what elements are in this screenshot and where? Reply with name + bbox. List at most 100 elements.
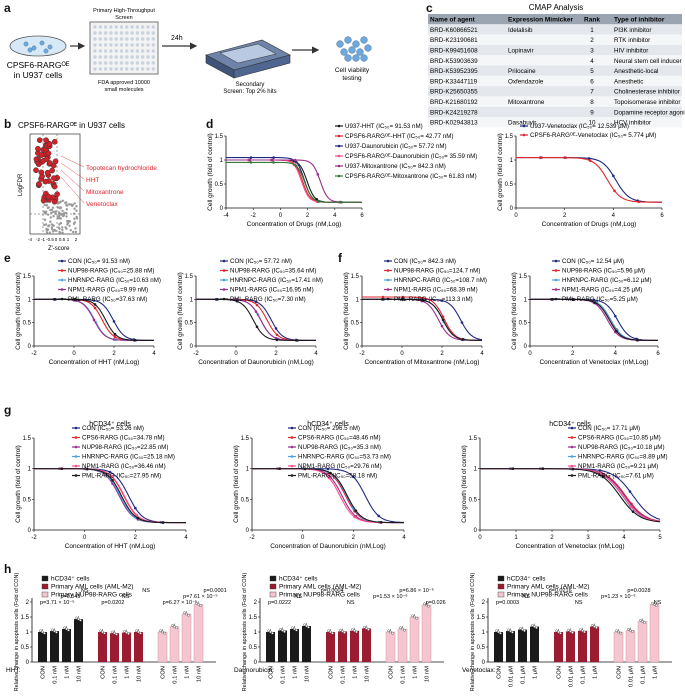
legend-label: hCD34⁺ cells bbox=[51, 576, 90, 583]
cmap-row bbox=[428, 96, 682, 107]
bar-replicate-point bbox=[139, 631, 142, 635]
plate-well bbox=[125, 55, 129, 59]
cmap-cell: 6 bbox=[590, 78, 594, 85]
y-tick-label: 1.5 bbox=[469, 436, 478, 442]
y-tick-label: 0.5 bbox=[249, 645, 258, 651]
bar-replicate-point bbox=[271, 631, 274, 635]
plate-well bbox=[109, 67, 113, 71]
bar bbox=[266, 632, 275, 662]
legend-label: Primary AML cells (AML-M2) bbox=[507, 584, 589, 591]
legend-marker bbox=[554, 297, 558, 301]
panel-label-f: f bbox=[338, 251, 343, 265]
series-point bbox=[60, 467, 64, 470]
drug-label: Daunorubicin: bbox=[234, 667, 274, 674]
cmap-title: CMAP Analysis bbox=[529, 3, 584, 12]
legend-label: CPSF6-RARGᴼᴱ-Venetoclax (IC₅₀= 5.774 μM) bbox=[530, 132, 656, 139]
bar-replicate-point bbox=[103, 631, 106, 635]
y-tick-label: 0.5 bbox=[477, 645, 486, 651]
volcano-xlabel: Z'-score bbox=[48, 246, 70, 252]
legend-marker bbox=[60, 288, 64, 291]
y-tick-label: 1.5 bbox=[21, 615, 30, 621]
legend-marker bbox=[570, 474, 574, 477]
legend-marker bbox=[386, 278, 390, 282]
series-point bbox=[541, 467, 545, 470]
y-axis-label: Cell growth (fold of control) bbox=[461, 445, 468, 523]
plate-well bbox=[98, 31, 103, 35]
significance-label: NS bbox=[347, 600, 355, 606]
x-tick-label: 2 bbox=[440, 351, 444, 357]
bar-replicate-point bbox=[353, 629, 356, 633]
x-tick-label: 1 nM bbox=[353, 666, 359, 679]
x-tick-label: 0.01 μM bbox=[509, 666, 515, 687]
legend-label: CPS6-RARG (IC₅₀=48.46 nM) bbox=[298, 435, 381, 442]
drug-label: HHT: bbox=[6, 667, 21, 674]
legend-swatch bbox=[497, 575, 505, 582]
plate-well bbox=[135, 61, 140, 65]
y-tick-label: 1 bbox=[246, 467, 250, 473]
legend-label: NPM1-RARG (IC₅₀=29.76 nM) bbox=[298, 463, 382, 470]
plate-well bbox=[93, 61, 97, 65]
bar bbox=[278, 630, 287, 662]
legend-marker bbox=[522, 133, 526, 137]
significance-label: p=6.27 × 10⁻⁶ bbox=[163, 599, 198, 606]
x-tick-label: 10 nM bbox=[77, 666, 83, 682]
series-point bbox=[254, 310, 258, 313]
viability-label: Cell viability testing bbox=[335, 67, 370, 82]
cmap-header-cell: Type of inhibitor bbox=[614, 17, 665, 24]
cmap-header-row bbox=[428, 14, 682, 25]
bar bbox=[157, 631, 168, 663]
series-point bbox=[636, 338, 640, 342]
primary-screen-label: Primary High-Throughput Screen bbox=[93, 8, 155, 21]
series-point bbox=[294, 160, 298, 164]
volcano-hit-point bbox=[35, 145, 41, 152]
y-tick-label: 1.5 bbox=[477, 615, 486, 621]
legend-label: PML-RARG (IC₅₀=5.25 μM) bbox=[562, 296, 638, 303]
x-tick-label: 4 bbox=[480, 351, 484, 357]
series-point bbox=[461, 338, 465, 341]
significance-label: NS bbox=[142, 588, 150, 594]
legend-marker bbox=[337, 174, 341, 178]
series-point bbox=[303, 467, 307, 471]
series-point bbox=[614, 314, 617, 318]
bar-replicate-point bbox=[115, 633, 118, 636]
plate-well bbox=[151, 31, 155, 35]
legend-marker bbox=[74, 426, 78, 430]
legend-label: U937-Venetoclax (IC₅₀= 12.539 μM) bbox=[530, 123, 629, 130]
significance-label: p=0.0004 bbox=[321, 588, 344, 594]
x-tick-label: -2 bbox=[31, 535, 37, 541]
y-tick-label: 1 bbox=[474, 467, 478, 473]
bar-replicate-point bbox=[615, 629, 618, 633]
plate-well bbox=[125, 49, 129, 53]
y-axis-label: Cell growth (fold of control) bbox=[233, 445, 240, 523]
bar-replicate-point bbox=[509, 629, 512, 633]
bar bbox=[362, 628, 371, 662]
volcano-annotation: Topotecan hydrochloride bbox=[86, 165, 157, 172]
volcano-hit-point bbox=[52, 158, 59, 165]
y-tick-label: 1.5 bbox=[519, 274, 528, 280]
legend-label: U937-Daunorubicin (IC₅₀= 57.72 nM) bbox=[345, 143, 447, 150]
bar-replicate-point bbox=[269, 630, 272, 634]
x-tick-label: CON bbox=[41, 666, 47, 679]
x-tick-label: 10 nM bbox=[137, 666, 143, 682]
volcano-point bbox=[64, 201, 67, 205]
legend-swatch bbox=[497, 583, 505, 590]
x-tick-label: 2 bbox=[352, 535, 356, 541]
plate-well bbox=[119, 43, 124, 47]
bar-replicate-point bbox=[339, 628, 342, 632]
legend-marker bbox=[290, 455, 294, 458]
bar-replicate-point bbox=[627, 628, 630, 631]
plate-well bbox=[130, 43, 134, 47]
cmap-cell: Lopinavir bbox=[508, 48, 534, 55]
volcano-point bbox=[59, 213, 63, 216]
legend-marker bbox=[386, 288, 390, 291]
legend-marker bbox=[290, 436, 294, 439]
volcano-point bbox=[71, 204, 74, 208]
bar-replicate-point bbox=[523, 629, 526, 633]
x-tick-label: CON bbox=[269, 666, 275, 679]
cmap-cell: Neural stem cell inducer bbox=[614, 58, 682, 65]
y-tick-label: 1 bbox=[510, 158, 514, 164]
volcano-point bbox=[61, 209, 64, 213]
